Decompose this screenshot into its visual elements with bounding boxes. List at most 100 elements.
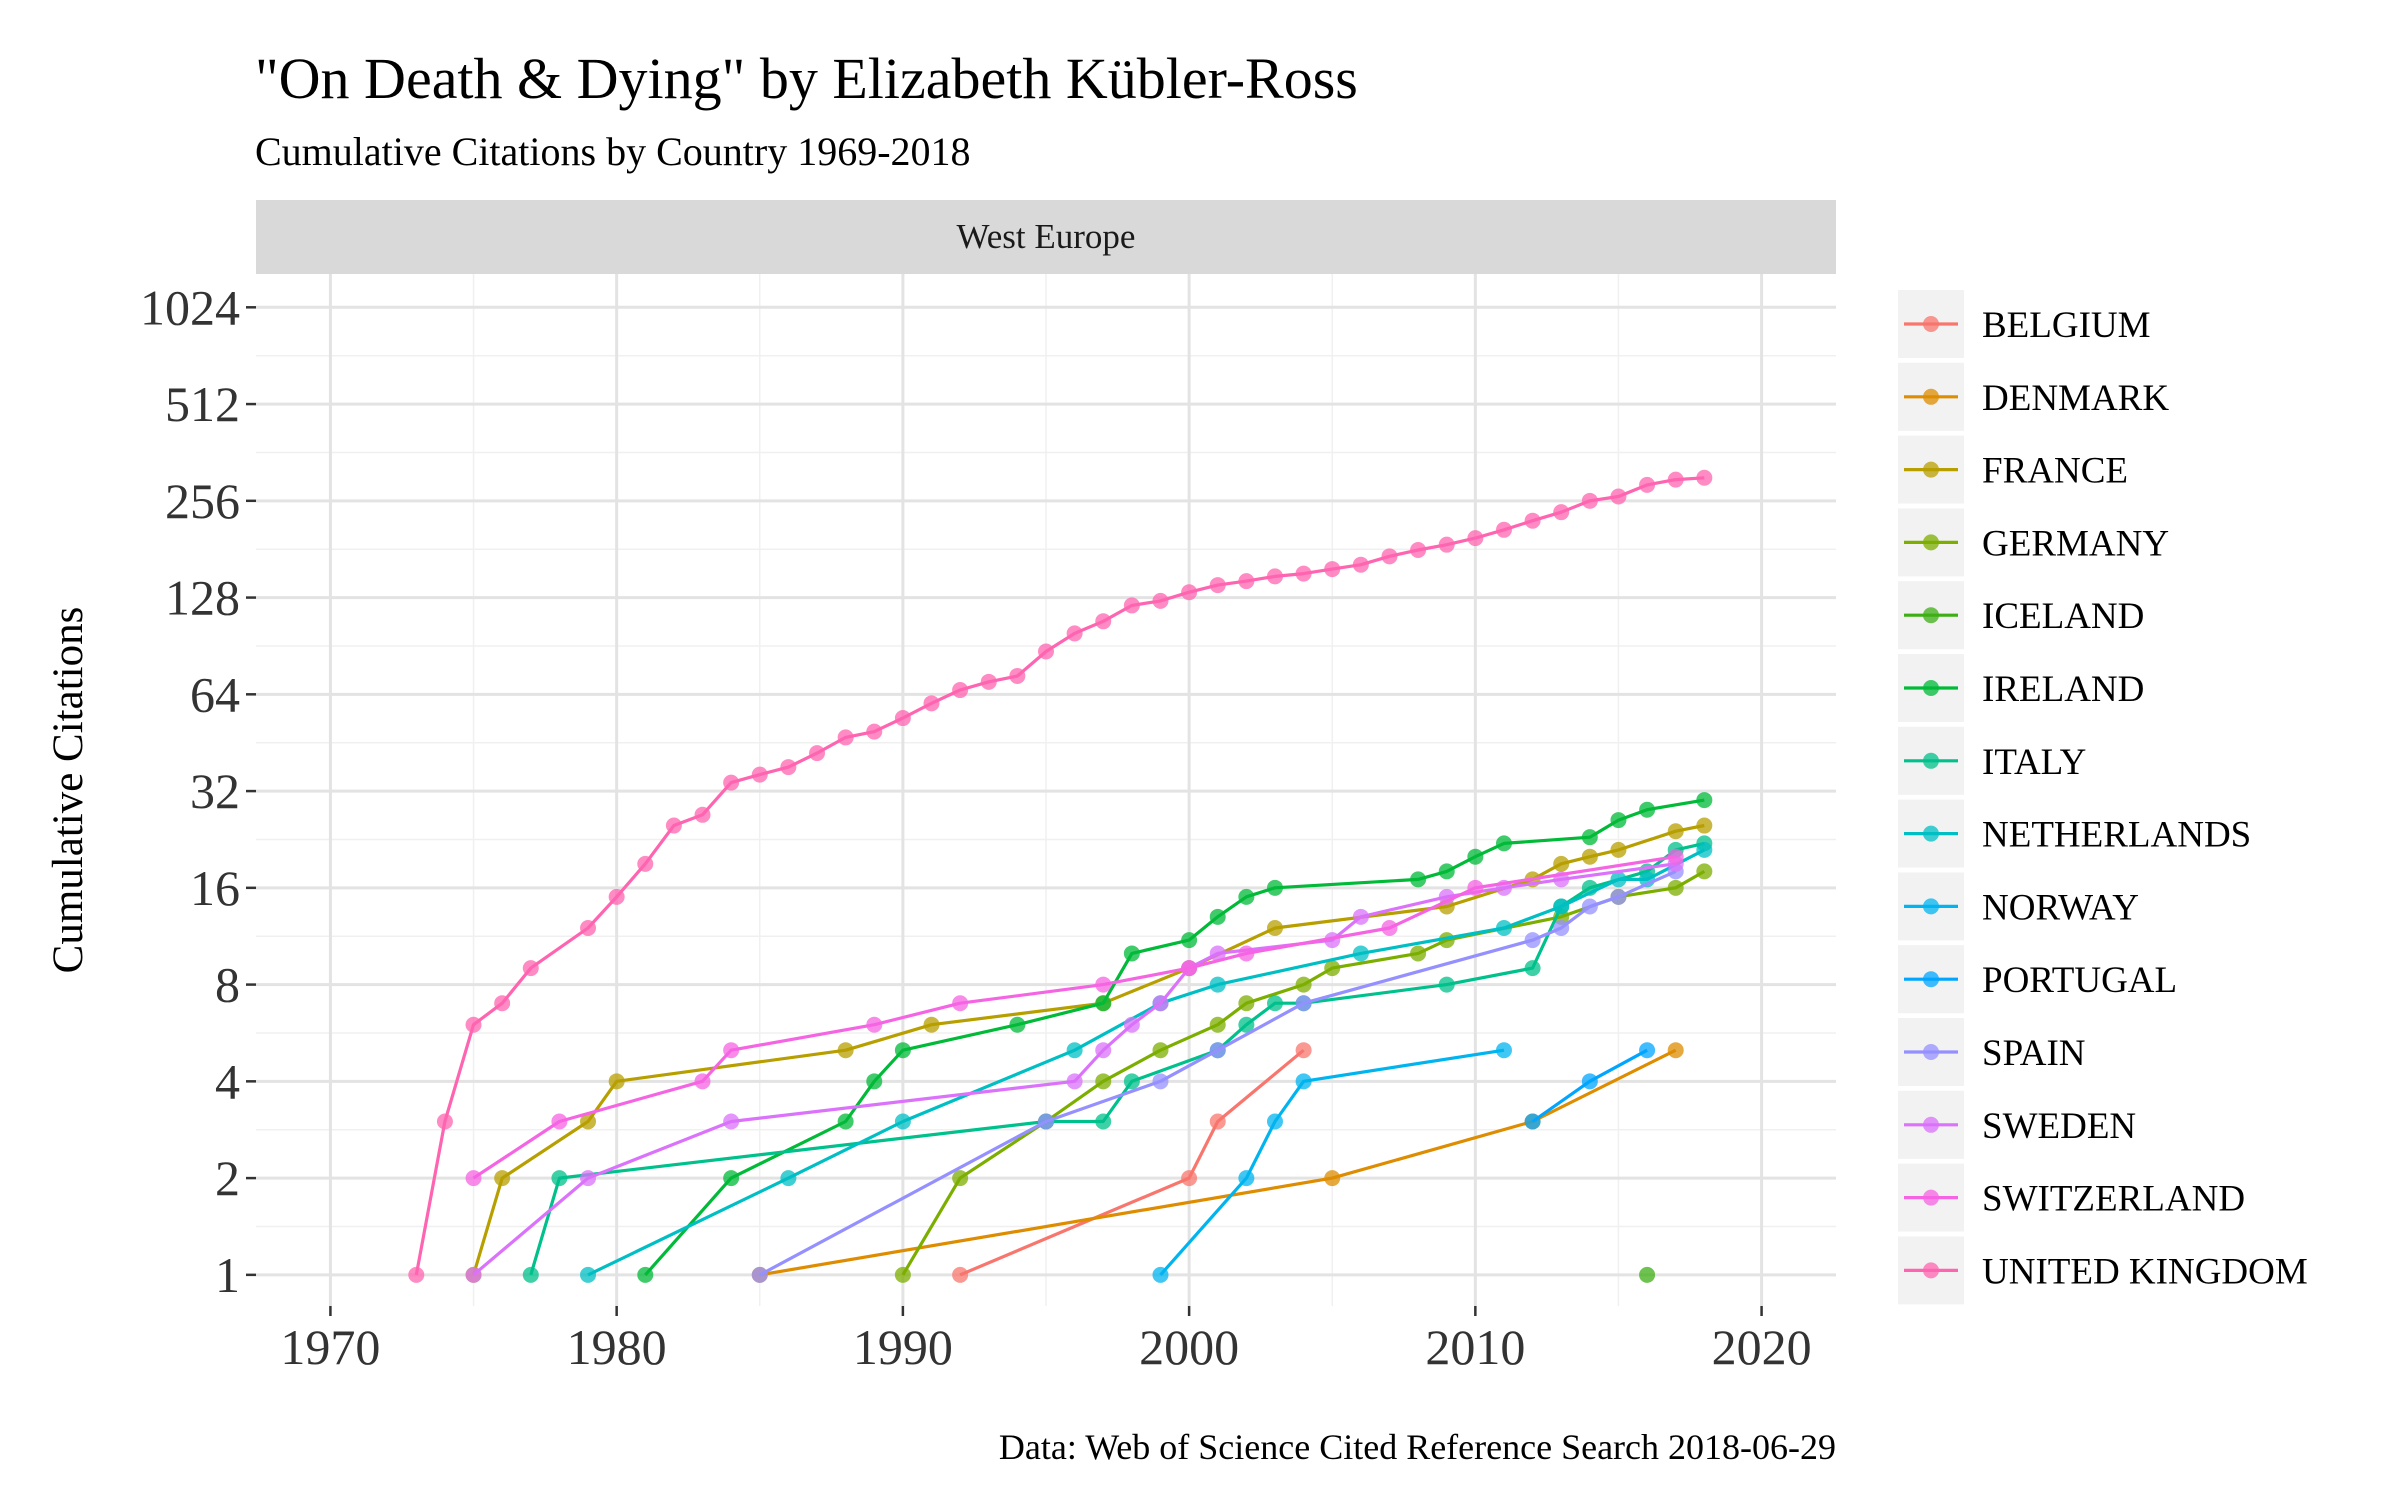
data-point-belgium [952,1266,969,1283]
data-point-iceland [1639,1266,1656,1283]
data-point-italy [1524,960,1541,977]
data-point-united-kingdom [1553,504,1570,521]
data-point-germany [1667,879,1684,896]
legend-key-point [1923,752,1939,769]
data-point-italy [522,1266,539,1283]
legend-key-point [1923,898,1939,915]
data-point-netherlands [1209,976,1226,993]
y-tick-label: 2 [215,1150,240,1206]
legend-item-belgium: BELGIUM [1898,290,2151,358]
data-point-united-kingdom [952,682,969,699]
legend-key-point [1923,316,1939,332]
legend-key-point [1923,680,1939,696]
x-tick-label: 1980 [567,1319,667,1375]
data-point-germany [952,1170,969,1187]
data-point-united-kingdom [1639,476,1656,493]
data-point-netherlands [580,1266,597,1283]
data-point-united-kingdom [923,695,940,712]
data-point-switzerland [1381,919,1398,936]
data-point-spain [1581,898,1598,915]
data-point-france [1667,823,1684,840]
series-line-spain [759,869,1677,1277]
data-point-sweden [1152,995,1169,1012]
legend-item-france: FRANCE [1898,435,2128,504]
series-line-belgium [959,1048,1305,1277]
legend-key-point [1923,1262,1939,1279]
data-point-ireland [1639,801,1656,818]
data-point-united-kingdom [1038,643,1054,660]
x-tick-label: 1970 [280,1319,380,1375]
series-norway [1152,1042,1512,1283]
legend-item-portugal: PORTUGAL [1898,945,2177,1014]
data-point-united-kingdom [1152,592,1169,609]
data-point-ireland [1467,848,1484,865]
series-layer [408,469,1713,1283]
data-point-switzerland [952,995,969,1012]
series-line-switzerland [472,855,1676,1180]
legend-label: SPAIN [1982,1033,2086,1074]
data-point-norway [1266,1113,1283,1130]
x-tick-label: 2000 [1139,1319,1239,1375]
data-point-portugal [1581,1073,1598,1090]
data-point-italy [1438,976,1455,993]
data-point-switzerland [1181,960,1198,977]
data-point-ireland [1266,879,1283,896]
data-point-ireland [1581,829,1598,846]
legend-item-iceland: ICELAND [1898,581,2144,650]
data-point-france [1581,848,1598,865]
data-point-ireland [1181,932,1198,949]
data-point-ireland [1095,995,1112,1012]
data-point-united-kingdom [494,995,511,1012]
y-tick-label: 128 [165,570,240,626]
legend-key-point [1923,388,1939,405]
data-point-sweden [1352,908,1369,925]
data-point-united-kingdom [694,806,711,823]
legend-item-netherlands: NETHERLANDS [1898,799,2251,868]
data-point-united-kingdom [1610,488,1627,505]
data-point-united-kingdom [809,745,826,762]
data-point-united-kingdom [1495,521,1512,538]
data-point-norway [1495,1042,1512,1059]
series-line-denmark [759,1048,1677,1277]
data-point-france [1266,919,1283,936]
series-iceland [1639,1266,1656,1283]
data-point-germany [1295,976,1312,993]
y-tick-label: 8 [215,957,240,1013]
data-point-sweden [580,1170,597,1187]
series-portugal [1524,1042,1656,1130]
data-point-switzerland [694,1073,711,1090]
data-point-denmark [1324,1170,1341,1187]
data-point-spain [1038,1113,1054,1130]
data-point-united-kingdom [580,919,597,936]
data-point-united-kingdom [408,1266,425,1283]
y-axis: 1 2 4 8 16 32 64 128 256 512 1024 [140,279,256,1303]
data-point-united-kingdom [780,759,797,776]
data-point-united-kingdom [436,1113,453,1130]
legend-item-switzerland: SWITZERLAND [1898,1163,2245,1232]
legend-label: PORTUGAL [1982,960,2177,1001]
legend-label: UNITED KINGDOM [1982,1251,2308,1292]
data-point-united-kingdom [1438,536,1455,553]
legend-key-point [1923,825,1939,842]
data-point-united-kingdom [1667,471,1684,488]
legend: BELGIUM DENMARK FRANCE GERMANY ICELAND IRELAN… [1898,290,2308,1305]
data-point-italy [1266,995,1283,1012]
data-point-netherlands [894,1113,911,1130]
series-line-france [471,823,1705,1276]
data-point-germany [1696,863,1713,880]
data-point-united-kingdom [465,1016,482,1033]
data-point-france [580,1113,597,1130]
y-tick-label: 4 [215,1053,240,1109]
legend-item-denmark: DENMARK [1898,362,2169,431]
data-point-sweden [723,1113,740,1130]
data-point-france [1553,855,1570,872]
data-point-germany [1209,1016,1226,1033]
legend-label: IRELAND [1982,669,2144,710]
data-point-united-kingdom [723,774,740,791]
y-tick-label: 32 [190,763,240,819]
data-point-ireland [1209,908,1226,925]
data-point-united-kingdom [637,855,654,872]
data-point-norway [1295,1073,1312,1090]
data-point-ireland [723,1170,740,1187]
